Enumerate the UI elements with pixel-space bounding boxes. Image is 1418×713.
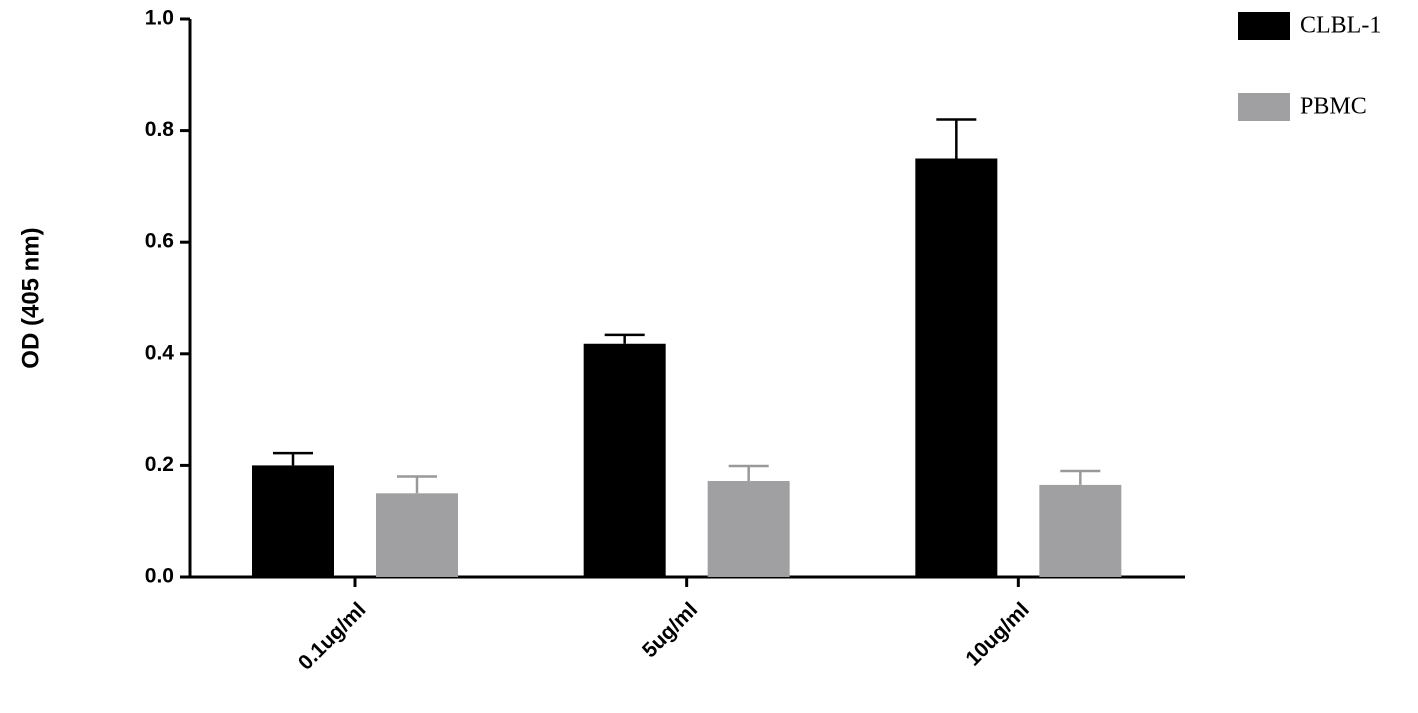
bar [915, 158, 998, 577]
y-tick-label: 0.6 [145, 230, 174, 253]
x-tick-label: 0.1ug/ml [294, 598, 371, 675]
y-tick-label: 0.2 [145, 453, 174, 476]
error-bar [397, 475, 437, 494]
x-tick-label: 10ug/ml [961, 598, 1033, 670]
bar [1039, 484, 1122, 577]
y-tick-label: 1.0 [145, 7, 174, 30]
y-tick-label: 0.4 [145, 341, 175, 364]
error-bar [728, 464, 769, 482]
bar [707, 481, 790, 577]
bar [376, 493, 458, 577]
bar [252, 465, 334, 577]
legend-swatch [1238, 12, 1290, 40]
x-tick-label: 5ug/ml [638, 598, 702, 662]
legend-swatch [1238, 93, 1290, 121]
error-bar [936, 118, 977, 159]
error-bar [273, 451, 313, 466]
y-tick-label: 0.0 [145, 565, 174, 588]
legend-label: CLBL-1 [1300, 13, 1381, 39]
error-bar [604, 333, 645, 344]
y-tick-label: 0.8 [145, 118, 175, 141]
error-bar [1060, 469, 1101, 485]
legend-label: PBMC [1300, 94, 1367, 120]
y-axis-label: OD (405 nm) [17, 227, 44, 368]
bar [583, 343, 666, 577]
